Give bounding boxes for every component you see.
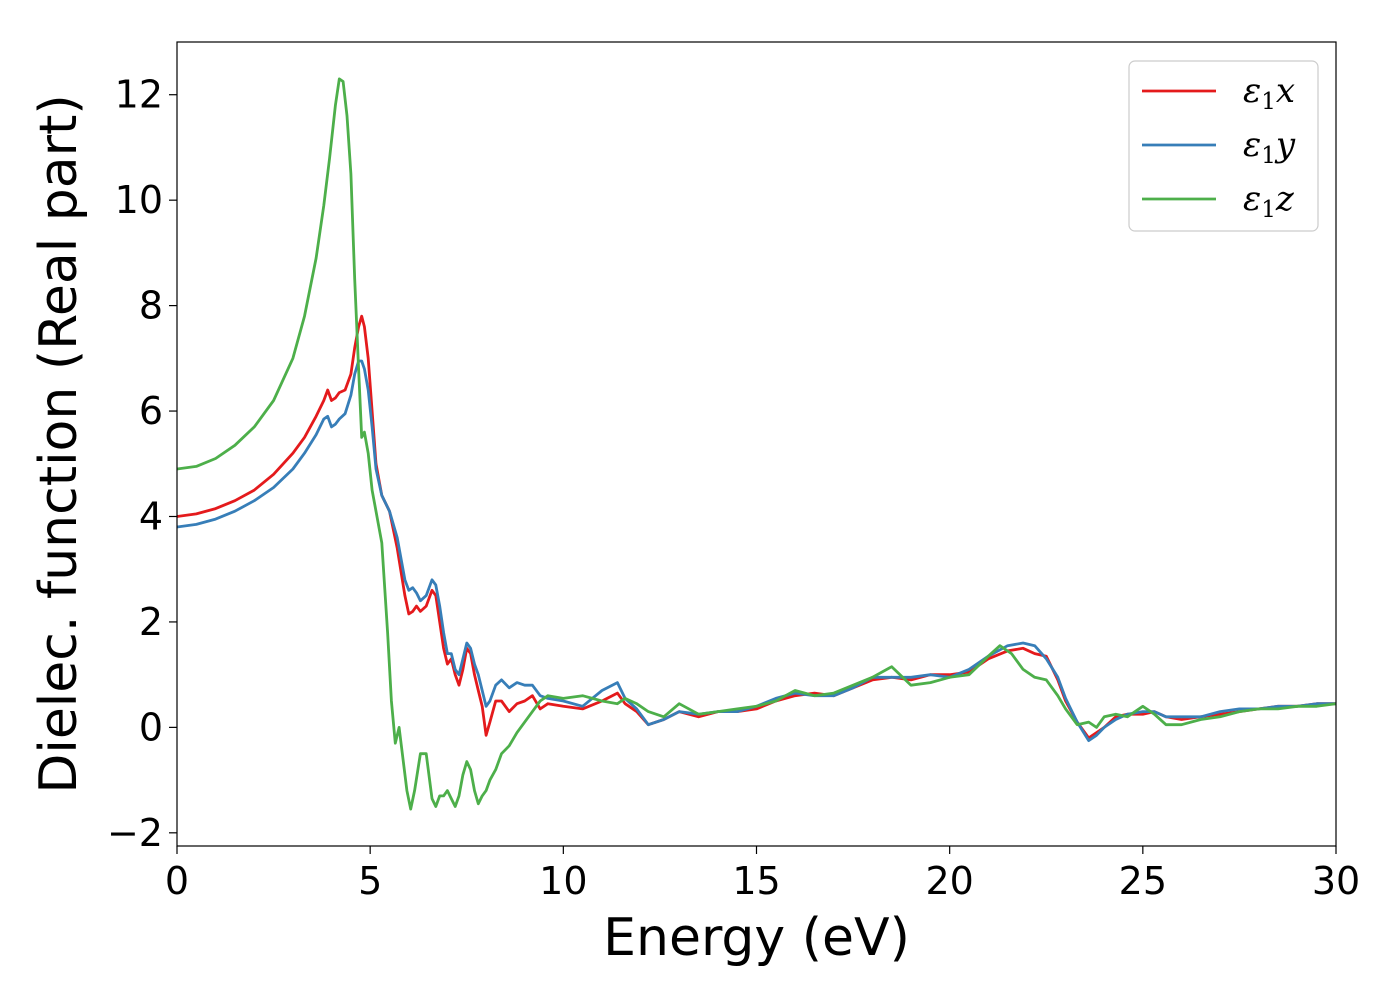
legend-label-2: ε1y xyxy=(1243,125,1296,169)
legend-label-3: ε1z xyxy=(1243,179,1295,223)
x-tick-label: 30 xyxy=(1312,859,1360,903)
y-tick-label: 4 xyxy=(139,494,163,538)
y-tick-label: 8 xyxy=(139,284,163,328)
x-tick-label: 5 xyxy=(358,859,382,903)
legend-label-subscript: 1 xyxy=(1261,143,1276,169)
legend-label-subscript: 1 xyxy=(1261,197,1276,223)
legend-label-suffix: x xyxy=(1276,71,1295,111)
legend-label-suffix: y xyxy=(1274,125,1296,165)
series-layer xyxy=(177,77,1336,811)
legend-label-1: ε1x xyxy=(1243,71,1295,115)
y-tick-label: −2 xyxy=(107,811,163,855)
x-tick-label: 20 xyxy=(925,859,973,903)
y-tick-label: 10 xyxy=(115,178,163,222)
x-tick-label: 15 xyxy=(732,859,780,903)
legend-label-subscript: 1 xyxy=(1261,89,1276,115)
x-tick-label: 25 xyxy=(1119,859,1167,903)
legend-label-base: ε xyxy=(1243,179,1261,219)
y-tick-label: 6 xyxy=(139,389,163,433)
x-tick-label: 10 xyxy=(539,859,587,903)
legend-box xyxy=(1128,60,1319,232)
y-tick-label: 0 xyxy=(139,705,163,749)
series-line-3 xyxy=(177,77,1336,811)
x-tick-label: 0 xyxy=(165,859,189,903)
legend-label-base: ε xyxy=(1243,71,1261,111)
y-tick-label: 12 xyxy=(115,73,163,117)
y-tick-label: 2 xyxy=(139,600,163,644)
x-axis-title: Energy (eV) xyxy=(603,908,910,968)
y-axis-title: Dielec. function (Real part) xyxy=(29,94,89,793)
legend-label-suffix: z xyxy=(1275,179,1295,219)
legend-label-base: ε xyxy=(1243,125,1261,165)
